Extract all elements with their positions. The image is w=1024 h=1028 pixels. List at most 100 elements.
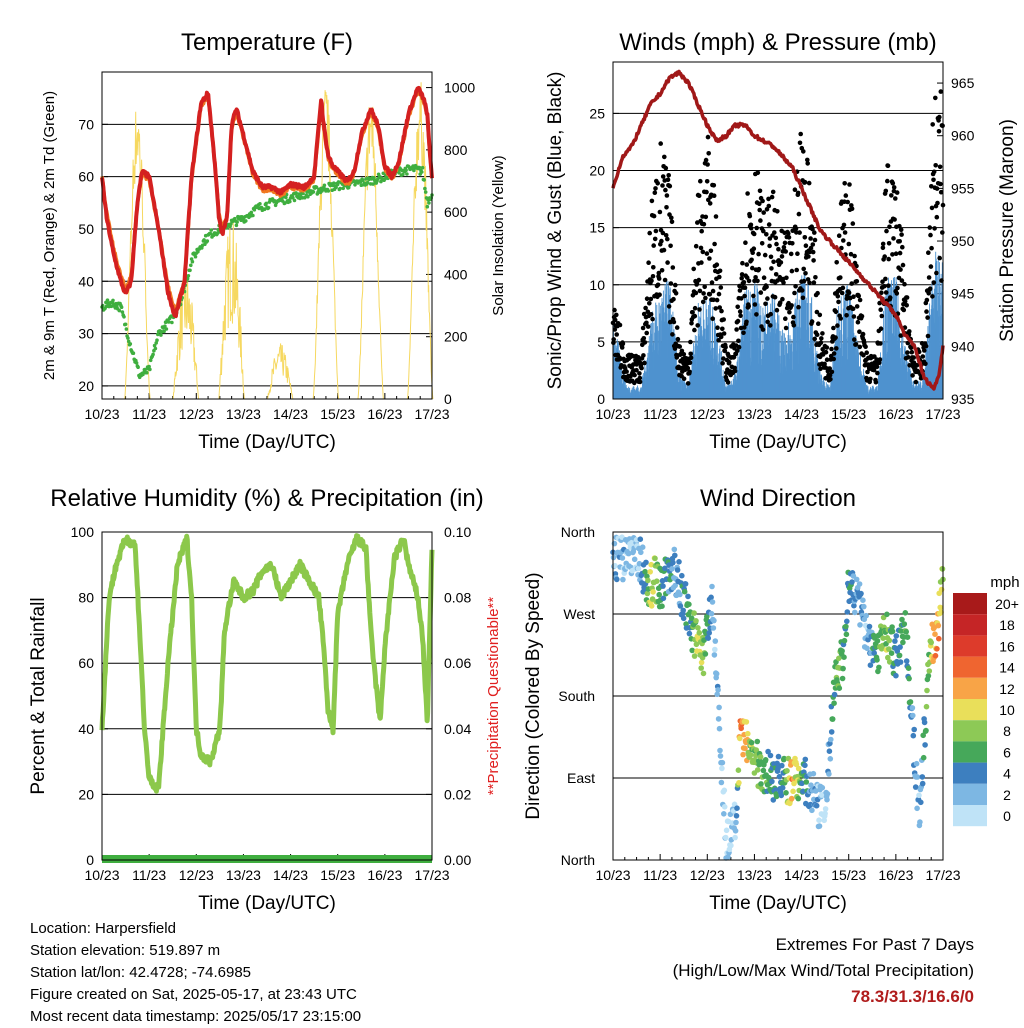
direction-point bbox=[783, 790, 789, 796]
gust-point bbox=[930, 122, 935, 127]
dewpoint-point bbox=[249, 210, 254, 215]
direction-point bbox=[886, 646, 892, 652]
gust-point bbox=[718, 285, 724, 290]
gust-point bbox=[898, 267, 903, 272]
gust-point bbox=[842, 181, 847, 186]
gust-point bbox=[789, 303, 794, 308]
dewpoint-point bbox=[202, 238, 206, 242]
elevation-text: Station elevation: 519.897 m bbox=[30, 942, 221, 959]
dewpoint-point bbox=[401, 172, 405, 177]
gust-point bbox=[931, 169, 937, 175]
gust-point bbox=[786, 231, 791, 236]
gust-point bbox=[889, 193, 894, 198]
dewpoint-point bbox=[163, 324, 167, 329]
gust-point bbox=[757, 201, 762, 207]
gust-point bbox=[720, 326, 725, 332]
direction-point bbox=[721, 787, 728, 794]
direction-point bbox=[688, 615, 695, 621]
gust-point bbox=[817, 312, 823, 318]
gust-point bbox=[838, 275, 843, 280]
direction-point bbox=[858, 590, 864, 597]
latest-text: Most recent data timestamp: 2025/05/17 2… bbox=[30, 1008, 362, 1025]
gust-point bbox=[802, 179, 808, 185]
direction-point bbox=[636, 560, 643, 567]
gust-point bbox=[703, 214, 709, 220]
direction-point bbox=[767, 752, 774, 759]
gust-point bbox=[813, 275, 818, 280]
gust-point bbox=[721, 331, 727, 336]
gust-point bbox=[794, 230, 799, 235]
gust-point bbox=[831, 356, 836, 362]
direction-point bbox=[932, 652, 939, 659]
direction-point bbox=[619, 555, 626, 561]
y-tick-label: 25 bbox=[589, 105, 605, 121]
gust-point bbox=[641, 353, 646, 358]
direction-point bbox=[861, 603, 867, 610]
gust-point bbox=[882, 284, 887, 289]
gust-point bbox=[726, 359, 732, 365]
gust-point bbox=[800, 295, 806, 301]
x-tick-label: 16/23 bbox=[367, 406, 402, 422]
direction-point bbox=[650, 589, 656, 595]
y-tick-label: 60 bbox=[78, 655, 94, 671]
x-tick-label: 12/23 bbox=[179, 406, 214, 422]
direction-point bbox=[938, 586, 945, 593]
gust-point bbox=[692, 327, 697, 333]
direction-point bbox=[662, 565, 668, 572]
x-tick-label: 11/23 bbox=[132, 867, 166, 883]
gust-point bbox=[909, 349, 915, 355]
direction-point bbox=[802, 756, 809, 763]
plot-frame bbox=[101, 531, 433, 861]
direction-point bbox=[660, 595, 667, 602]
direction-point bbox=[822, 810, 828, 817]
direction-point bbox=[810, 770, 817, 777]
gust-point bbox=[940, 230, 945, 235]
direction-point bbox=[652, 555, 658, 562]
gust-point bbox=[929, 184, 934, 189]
gust-point bbox=[827, 373, 833, 378]
gust-point bbox=[890, 252, 895, 257]
gust-point bbox=[801, 266, 806, 272]
rh-series bbox=[99, 533, 435, 794]
gust-point bbox=[614, 312, 619, 318]
gust-point bbox=[666, 304, 672, 309]
direction-point bbox=[696, 630, 703, 636]
gust-point bbox=[679, 348, 685, 354]
direction-point bbox=[711, 617, 717, 624]
direction-point bbox=[738, 725, 744, 732]
y-tick-label: 100 bbox=[71, 524, 95, 540]
gust-point bbox=[926, 291, 931, 296]
gust-point bbox=[667, 183, 673, 189]
gust-point bbox=[925, 333, 931, 339]
gust-point bbox=[849, 206, 855, 211]
gust-point bbox=[768, 254, 774, 260]
legend-label: 20+ bbox=[995, 596, 1019, 612]
gust-point bbox=[893, 196, 898, 201]
gust-point bbox=[651, 213, 657, 219]
gust-point bbox=[670, 332, 675, 337]
direction-point bbox=[912, 784, 919, 790]
gust-point bbox=[904, 303, 909, 308]
x-tick-label: 15/23 bbox=[831, 867, 866, 883]
gust-point bbox=[750, 250, 755, 255]
gust-point bbox=[760, 327, 766, 332]
gust-point bbox=[696, 277, 702, 283]
gust-point bbox=[645, 309, 651, 315]
gust-point bbox=[685, 381, 691, 386]
gust-point bbox=[842, 199, 847, 204]
gust-point bbox=[692, 305, 698, 311]
dewpoint-point bbox=[164, 327, 169, 331]
gust-point bbox=[835, 323, 840, 328]
gust-point bbox=[845, 199, 850, 205]
gust-point bbox=[719, 308, 724, 314]
gust-point bbox=[732, 368, 738, 374]
direction-point bbox=[745, 730, 751, 737]
y2-axis-label: Station Pressure (Maroon) bbox=[997, 119, 1018, 342]
x-tick-label: 15/23 bbox=[831, 406, 866, 422]
dewpoint-point bbox=[346, 185, 351, 190]
gust-point bbox=[831, 325, 836, 331]
gust-point bbox=[736, 344, 742, 350]
gust-point bbox=[895, 285, 900, 291]
gust-point bbox=[745, 191, 750, 196]
dewpoint-point bbox=[262, 207, 267, 212]
